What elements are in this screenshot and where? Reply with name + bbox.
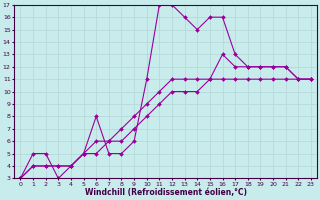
X-axis label: Windchill (Refroidissement éolien,°C): Windchill (Refroidissement éolien,°C) <box>85 188 247 197</box>
